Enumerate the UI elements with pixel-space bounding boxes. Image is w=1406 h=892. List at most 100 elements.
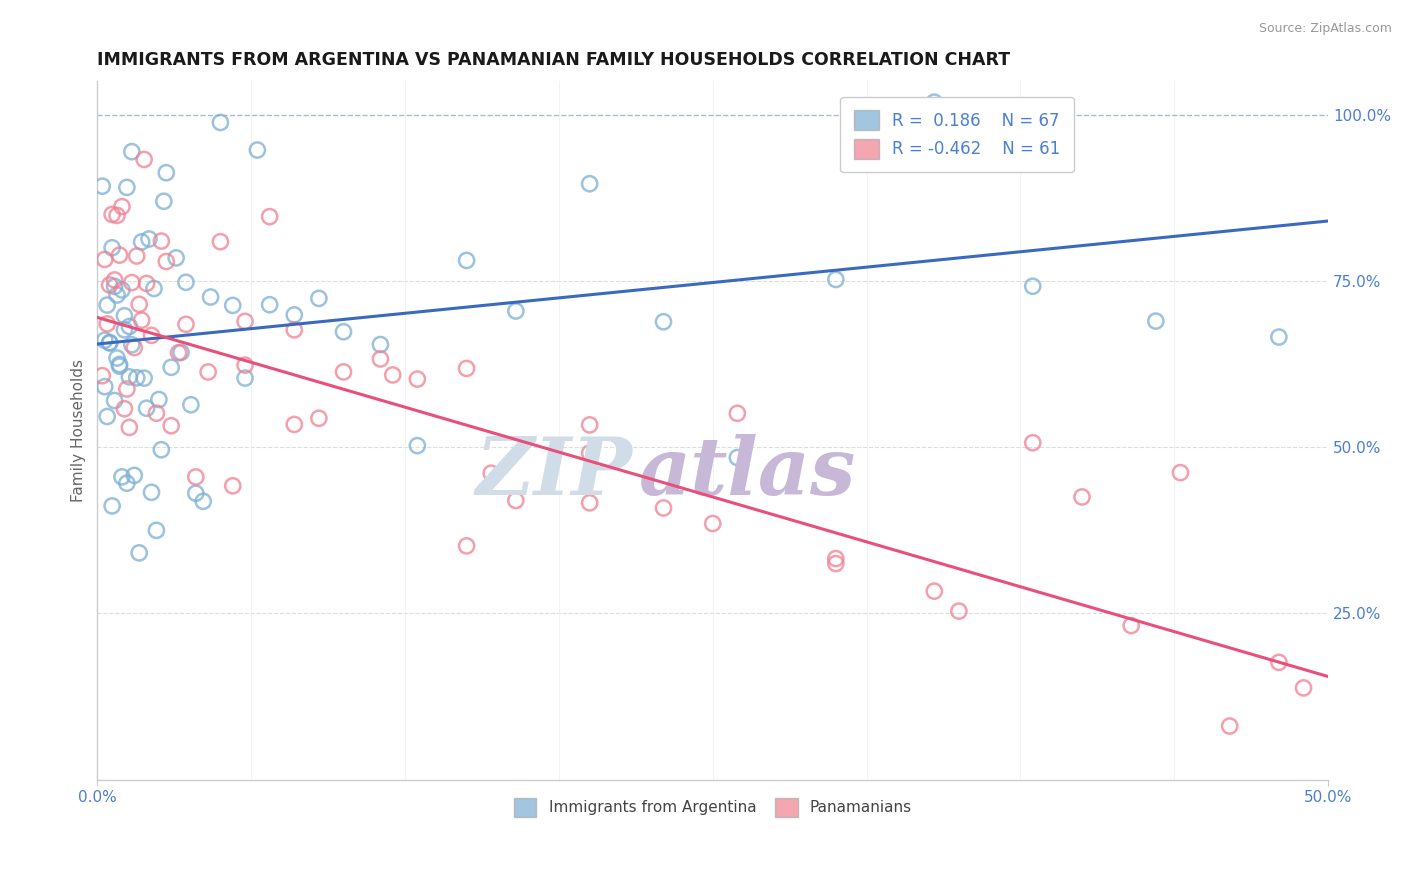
Point	[135, 277, 157, 291]
Point	[96, 298, 118, 312]
Point	[332, 365, 354, 379]
Point	[112, 309, 135, 323]
Point	[505, 304, 527, 318]
Point	[1170, 466, 1192, 480]
Point	[131, 235, 153, 249]
Point	[233, 371, 256, 385]
Point	[165, 251, 187, 265]
Text: Source: ZipAtlas.com: Source: ZipAtlas.com	[1258, 22, 1392, 36]
Point	[222, 479, 245, 493]
Point	[222, 298, 245, 312]
Point	[1292, 681, 1315, 695]
Point	[174, 275, 197, 289]
Point	[150, 234, 173, 248]
Point	[578, 417, 600, 432]
Point	[121, 338, 143, 352]
Point	[91, 368, 114, 383]
Point	[283, 323, 305, 337]
Point	[725, 406, 748, 420]
Point	[101, 499, 124, 513]
Point	[131, 313, 153, 327]
Point	[103, 279, 125, 293]
Point	[141, 485, 163, 500]
Point	[111, 283, 134, 297]
Point	[283, 417, 305, 432]
Point	[115, 382, 138, 396]
Legend: Immigrants from Argentina, Panamanians: Immigrants from Argentina, Panamanians	[506, 790, 920, 824]
Point	[824, 557, 846, 571]
Point	[197, 365, 219, 379]
Point	[184, 486, 207, 500]
Point	[125, 371, 148, 385]
Point	[283, 308, 305, 322]
Point	[308, 411, 330, 425]
Text: IMMIGRANTS FROM ARGENTINA VS PANAMANIAN FAMILY HOUSEHOLDS CORRELATION CHART: IMMIGRANTS FROM ARGENTINA VS PANAMANIAN …	[97, 51, 1011, 69]
Point	[103, 393, 125, 408]
Point	[578, 496, 600, 510]
Point	[124, 341, 146, 355]
Point	[143, 281, 166, 295]
Point	[1268, 330, 1291, 344]
Point	[93, 379, 115, 393]
Point	[124, 468, 146, 483]
Point	[406, 439, 429, 453]
Point	[155, 166, 177, 180]
Point	[233, 314, 256, 328]
Point	[702, 516, 724, 531]
Point	[96, 409, 118, 424]
Point	[456, 361, 478, 376]
Point	[112, 401, 135, 416]
Point	[193, 494, 215, 508]
Point	[370, 351, 392, 366]
Point	[246, 143, 269, 157]
Point	[1121, 618, 1143, 632]
Point	[128, 297, 150, 311]
Point	[141, 328, 163, 343]
Point	[922, 584, 945, 599]
Point	[108, 248, 131, 262]
Point	[98, 335, 121, 350]
Point	[128, 546, 150, 560]
Point	[505, 493, 527, 508]
Point	[652, 315, 675, 329]
Point	[160, 360, 183, 375]
Point	[153, 194, 176, 209]
Point	[96, 317, 118, 331]
Point	[922, 95, 945, 110]
Point	[160, 418, 183, 433]
Point	[170, 345, 193, 359]
Point	[578, 177, 600, 191]
Point	[93, 252, 115, 267]
Text: ZIP: ZIP	[475, 434, 633, 511]
Point	[308, 291, 330, 305]
Point	[145, 524, 167, 538]
Point	[108, 359, 131, 373]
Point	[145, 406, 167, 420]
Point	[725, 450, 748, 465]
Point	[180, 398, 202, 412]
Point	[98, 335, 121, 350]
Point	[167, 345, 190, 359]
Point	[155, 254, 177, 268]
Point	[135, 401, 157, 416]
Point	[101, 207, 124, 221]
Point	[105, 209, 128, 223]
Point	[259, 210, 281, 224]
Point	[150, 442, 173, 457]
Point	[134, 153, 156, 167]
Point	[578, 446, 600, 460]
Point	[209, 115, 232, 129]
Point	[209, 235, 232, 249]
Point	[103, 273, 125, 287]
Y-axis label: Family Households: Family Households	[72, 359, 86, 502]
Point	[105, 288, 128, 302]
Point	[1268, 656, 1291, 670]
Point	[200, 290, 222, 304]
Point	[1144, 314, 1167, 328]
Point	[1022, 435, 1045, 450]
Point	[93, 333, 115, 347]
Point	[824, 551, 846, 566]
Point	[121, 276, 143, 290]
Point	[115, 180, 138, 194]
Point	[652, 500, 675, 515]
